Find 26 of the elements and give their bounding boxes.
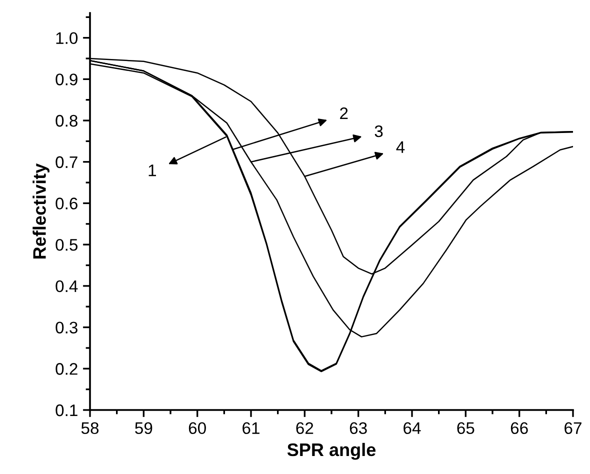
x-tick-label: 61 (242, 422, 260, 434)
x-tick-label: 64 (404, 422, 421, 434)
x-tick-label: 60 (188, 422, 206, 434)
y-tick-label: 0.5 (56, 238, 78, 251)
y-tick-label: 0.2 (56, 363, 78, 375)
x-tick-label: 59 (135, 422, 152, 434)
annotation: 3 (374, 125, 383, 138)
annotation: 1 (148, 164, 156, 176)
annotation: 4 (396, 141, 405, 153)
y-tick-label: 0.8 (56, 114, 78, 127)
y-tick-label: 0.6 (56, 198, 78, 210)
x-tick-label: 67 (564, 422, 582, 434)
y-axis-title: Reflectivity (32, 163, 50, 258)
y-tick-label: 0.4 (56, 280, 78, 292)
x-tick-label: 63 (350, 422, 367, 434)
y-tick-label: 0.3 (56, 322, 78, 334)
annotation: 2 (340, 107, 348, 120)
x-tick-label: 65 (457, 422, 474, 434)
y-tick-label: 0.1 (56, 404, 78, 416)
x-tick-label: 58 (81, 422, 99, 434)
x-axis-title: SPR angle (287, 442, 376, 460)
y-tick-label: 1.0 (56, 32, 78, 44)
y-tick-label: 0.9 (56, 74, 78, 86)
x-tick-label: 62 (296, 422, 314, 434)
y-tick-label: 0.7 (56, 156, 78, 168)
x-tick-label: 66 (510, 422, 528, 434)
